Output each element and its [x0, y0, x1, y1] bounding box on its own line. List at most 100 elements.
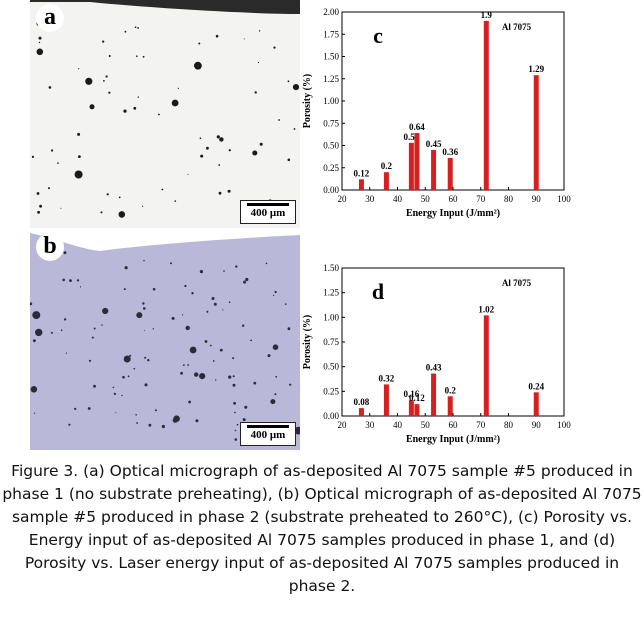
y-tick-label: 1.50	[323, 52, 339, 62]
x-tick-label: 100	[557, 420, 571, 430]
pore	[171, 99, 179, 107]
pore	[143, 330, 145, 332]
pore	[199, 137, 202, 139]
pore	[93, 327, 96, 330]
pore	[63, 251, 67, 255]
pore	[232, 383, 236, 387]
x-tick-label: 90	[532, 194, 542, 204]
x-tick-label: 40	[393, 420, 403, 430]
pore	[171, 316, 175, 320]
pore	[108, 91, 111, 94]
pore	[244, 405, 248, 409]
y-tick-label: 0.50	[323, 141, 339, 151]
pore	[272, 344, 279, 350]
bar	[414, 404, 420, 416]
pore	[189, 346, 197, 354]
pore	[254, 91, 257, 94]
pore	[177, 87, 179, 89]
y-tick-label: 1.00	[323, 312, 339, 322]
pore	[258, 30, 261, 32]
pore	[222, 309, 224, 311]
pore	[129, 354, 132, 357]
pore	[124, 266, 128, 270]
bar-value-label: 0.2	[445, 385, 457, 395]
pore	[219, 137, 224, 142]
x-tick-label: 60	[449, 194, 459, 204]
pore	[87, 407, 91, 410]
pore	[227, 189, 231, 193]
pore	[216, 135, 220, 139]
pore	[74, 407, 77, 410]
pore	[195, 419, 199, 423]
bar-value-label: 0.32	[379, 373, 395, 383]
pores-a	[31, 21, 300, 218]
pore	[289, 383, 292, 386]
pore	[184, 284, 187, 288]
pore	[232, 357, 235, 360]
pore	[106, 193, 109, 196]
chart-annotation: Al 7075	[502, 278, 532, 288]
x-tick-label: 90	[532, 420, 542, 430]
pore	[204, 340, 208, 343]
y-tick-label: 0.75	[323, 118, 339, 128]
pore	[121, 394, 123, 397]
pore	[242, 418, 246, 422]
pore	[185, 325, 190, 331]
y-tick-label: 0.75	[323, 337, 339, 347]
panel-letter: d	[372, 279, 384, 304]
bar	[533, 75, 539, 190]
bar-value-label: 1.02	[478, 304, 494, 314]
pore	[161, 188, 164, 191]
pore	[69, 279, 72, 282]
pore	[136, 55, 138, 57]
pore	[118, 196, 121, 199]
pore	[38, 36, 42, 40]
pore	[78, 68, 80, 70]
pore	[235, 265, 238, 268]
bar	[408, 142, 414, 190]
pore	[152, 328, 154, 330]
pore	[223, 270, 225, 272]
pore	[102, 307, 109, 315]
pore	[274, 290, 277, 294]
pore	[234, 438, 238, 441]
y-tick-label: 2.00	[323, 7, 339, 17]
pore	[187, 173, 189, 175]
micrograph-a: a 400 μm	[30, 0, 300, 228]
pore	[209, 344, 212, 347]
panel-letter: c	[373, 23, 383, 48]
pore	[127, 375, 130, 378]
pore	[60, 329, 63, 331]
y-tick-label: 0.25	[323, 163, 339, 173]
bar	[408, 400, 414, 416]
pore	[259, 142, 263, 146]
pore	[243, 280, 247, 284]
pore	[287, 327, 291, 331]
pore	[123, 288, 126, 291]
x-tick-label: 80	[504, 420, 514, 430]
x-tick-label: 30	[365, 420, 375, 430]
pore	[115, 412, 117, 414]
pore	[134, 26, 137, 29]
pore	[88, 359, 92, 362]
x-tick-label: 30	[365, 194, 375, 204]
pore	[91, 336, 94, 339]
bar	[358, 408, 364, 416]
pore	[287, 158, 291, 162]
panel-letter-bg	[365, 279, 391, 305]
pore	[36, 192, 40, 195]
porosity-chart-c: 0.00 0.25 0.50 0.75 1.00 1.25 1.50 1.75 2.00 20 30…	[300, 2, 600, 228]
y-tick-label: 1.25	[323, 288, 339, 298]
pore	[245, 277, 249, 282]
pore	[37, 210, 40, 214]
bar-value-label: 0.36	[442, 147, 458, 157]
pore	[77, 132, 81, 136]
pores-b	[30, 251, 300, 441]
pore	[215, 34, 219, 38]
pore	[232, 375, 235, 378]
pore	[50, 331, 53, 334]
chart-annotation: Al 7075	[502, 22, 532, 32]
x-axis-label: Energy Input (J/mm²)	[406, 208, 500, 219]
pore	[144, 356, 147, 359]
pore	[188, 400, 192, 404]
